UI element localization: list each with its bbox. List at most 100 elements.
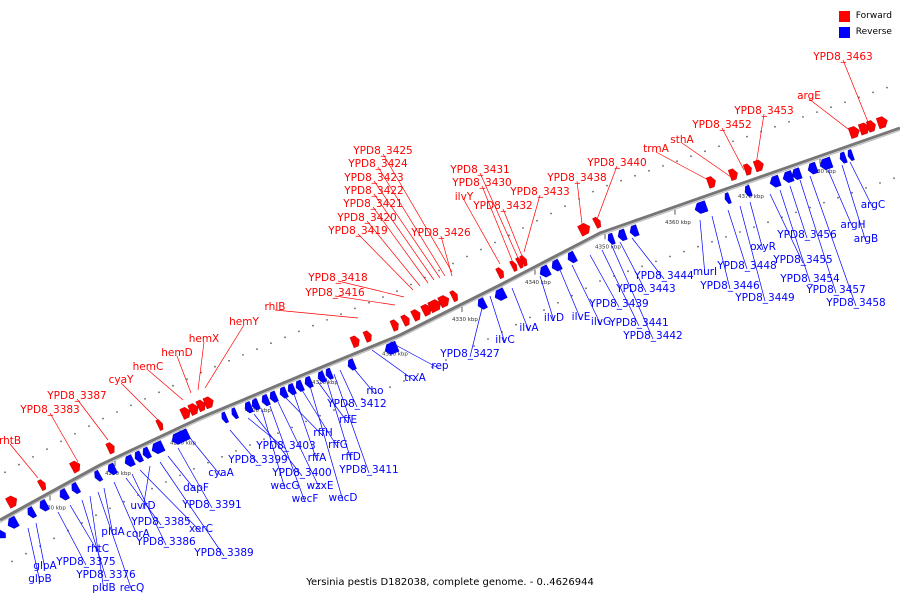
track-dot [543, 309, 545, 311]
forward-gene-leader-line [76, 398, 109, 441]
tick-label: 4300 kbp [245, 408, 271, 414]
reverse-gene [539, 264, 552, 278]
track-dot [473, 345, 475, 347]
forward-gene-leader-line [377, 166, 446, 277]
reverse-gene-label: rho [366, 385, 383, 397]
forward-gene-track [5, 116, 888, 509]
track-dot [648, 169, 650, 172]
reverse-gene-label: YPD8_3411 [338, 464, 398, 476]
forward-gene-shape [705, 176, 716, 189]
legend: Forward Reverse [838, 8, 892, 40]
track-dot [25, 552, 27, 555]
genome-backbone [0, 126, 900, 523]
reverse-gene [287, 382, 297, 396]
forward-gene-leader-line [382, 153, 453, 273]
track-dot [81, 522, 83, 524]
reverse-gene-leader-line [103, 487, 114, 536]
reverse-gene-labels: glpAglpBYPD8_3375rhtCYPD8_3376pldBrecQpl… [27, 161, 886, 594]
reverse-gene-leader-line [333, 373, 370, 474]
reverse-gene [744, 184, 753, 197]
reverse-gene [807, 161, 819, 175]
track-dot [739, 231, 741, 233]
reverse-gene-shape [744, 184, 753, 197]
track-dot [844, 101, 846, 104]
tick-label: 4360 kbp [665, 220, 691, 226]
track-dot [536, 219, 538, 222]
track-dot [333, 409, 335, 411]
forward-gene-leader-line [197, 341, 205, 391]
forward-gene-shape [5, 495, 17, 509]
reverse-gene-leader-line [229, 429, 259, 464]
track-dot [298, 330, 300, 333]
forward-gene-leader-line [49, 412, 79, 463]
reverse-gene [839, 151, 848, 164]
reverse-gene-shape [769, 174, 782, 188]
tick-label: 4340 kbp [525, 280, 551, 286]
track-dot [207, 461, 209, 464]
track-dot [228, 359, 230, 362]
reverse-gene-shape [494, 287, 508, 301]
reverse-gene-label: xerC [189, 523, 213, 535]
track-dot [851, 191, 853, 194]
track-dot [375, 391, 377, 394]
reverse-gene-leader-line [81, 499, 107, 579]
tick-label: 4370 kbp [738, 194, 764, 200]
reverse-gene-shape [617, 228, 628, 242]
reverse-gene-label: rep [431, 360, 449, 372]
forward-gene-leader-line [808, 98, 853, 133]
reverse-gene-leader-line [69, 504, 99, 553]
reverse-gene-label: YPD8_3441 [608, 317, 668, 329]
reverse-gene [134, 450, 144, 463]
forward-gene-shape [592, 216, 601, 229]
track-dot [214, 365, 216, 368]
tick-label: 4330 kbp [452, 317, 478, 323]
reverse-gene-leader-line [285, 397, 324, 437]
reverse-gene-label: murI [693, 266, 717, 278]
track-dot [732, 140, 734, 143]
reverse-gene-label: YPD8_3389 [193, 547, 253, 559]
track-dot [830, 106, 832, 109]
reverse-gene-label: pldA [101, 526, 125, 538]
track-dot [725, 236, 727, 238]
reverse-gene-shape [142, 446, 152, 459]
reverse-gene [607, 232, 616, 245]
forward-gene-shape [187, 403, 199, 416]
reverse-gene-label: YPD8_3442 [622, 330, 682, 342]
reverse-gene [142, 446, 152, 459]
track-dot [459, 352, 461, 354]
reverse-gene-leader-line [619, 241, 647, 293]
reverse-gene [94, 469, 104, 482]
reverse-gene-label: YPD8_3454 [779, 273, 840, 285]
forward-gene [195, 399, 206, 413]
reverse-gene-shape [317, 370, 327, 383]
track-dot [389, 386, 391, 388]
reverse-gene [7, 515, 20, 529]
reverse-gene-label: ilvD [544, 312, 564, 324]
forward-gene-shape [727, 168, 738, 181]
reverse-gene-leader-line [511, 287, 530, 332]
reverse-gene-leader-line [309, 385, 344, 502]
reverse-gene-leader-line [125, 477, 162, 526]
track-dot [662, 165, 664, 167]
reverse-gene-leader-line [469, 299, 485, 358]
track-dot [221, 455, 223, 458]
forward-gene-leader-line [755, 113, 765, 166]
track-dot [592, 190, 594, 193]
track-dot [53, 537, 55, 540]
forward-gene-leader-line [842, 59, 869, 123]
reverse-gene-label: argC [861, 199, 886, 211]
reverse-gene-label: YPD8_3443 [615, 283, 675, 295]
reverse-gene [0, 529, 6, 539]
reverse-gene-leader-line [589, 254, 620, 308]
forward-gene-label: argE [797, 90, 821, 102]
track-dot [158, 391, 160, 394]
forward-gene-leader-line [366, 220, 421, 287]
forward-gene-leader-line [147, 369, 184, 401]
reverse-gene [384, 340, 400, 355]
reverse-gene-leader-line [253, 413, 303, 477]
reverse-gene-label: dapF [183, 482, 209, 494]
reverse-gene-label: glpB [28, 573, 51, 585]
track-dot [284, 336, 286, 339]
